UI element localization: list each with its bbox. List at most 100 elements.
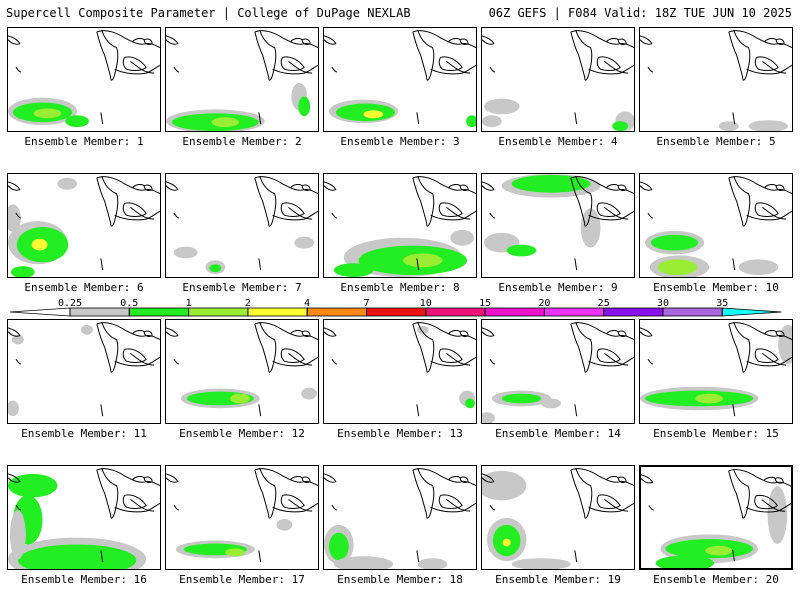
colorbar-segment: [662, 307, 723, 317]
scp-contour-fill: [482, 98, 634, 131]
ensemble-member-label: Ensemble Member: 19: [495, 573, 621, 586]
scp-contour-fill: [8, 97, 89, 128]
colorbar-left-tip: [10, 307, 71, 317]
ensemble-member-label: Ensemble Member: 16: [21, 573, 147, 586]
scp-contour-fill: [8, 324, 93, 417]
scp-contour-fill: [180, 387, 318, 409]
great-lakes-coastline: [641, 468, 791, 562]
scp-contour-fill: [718, 120, 789, 131]
ensemble-member-label: Ensemble Member: 13: [337, 427, 463, 440]
scp-contour-fill: [482, 470, 571, 569]
ensemble-member-map[interactable]: [323, 319, 477, 424]
colorbar-tick-label: 20: [538, 298, 550, 309]
ensemble-member-label: Ensemble Member: 12: [179, 427, 305, 440]
colorbar-tick-label: 0.5: [120, 298, 138, 309]
scp-contour-fill: [173, 236, 315, 275]
colorbar-segment: [306, 307, 367, 317]
ensemble-member-map[interactable]: [639, 465, 793, 570]
scp-contour-fill: [324, 524, 448, 569]
colorbar-tick-label: 15: [479, 298, 491, 309]
colorbar-tick-label: 0.25: [58, 298, 82, 309]
colorbar-tick-label: 35: [716, 298, 728, 309]
ensemble-member-label: Ensemble Member: 18: [337, 573, 463, 586]
scp-contour-fill: [8, 177, 78, 277]
colorbar-tick-label: 25: [598, 298, 610, 309]
ensemble-member-label: Ensemble Member: 20: [653, 573, 779, 586]
colorbar-segment: [188, 307, 249, 317]
great-lakes-coastline: [8, 175, 160, 271]
ensemble-member-map[interactable]: [323, 173, 477, 278]
great-lakes-coastline: [166, 29, 318, 125]
ensemble-member-label: Ensemble Member: 7: [182, 281, 302, 294]
great-lakes-coastline: [166, 175, 318, 271]
colorbar-segment: [247, 307, 308, 317]
scp-contour-fill: [175, 518, 293, 559]
ensemble-member-map[interactable]: [7, 27, 161, 132]
scp-contour-fill: [640, 324, 792, 411]
colorbar-segment: [425, 307, 486, 317]
ensemble-member-map[interactable]: [323, 465, 477, 570]
ensemble-member-map[interactable]: [165, 27, 319, 132]
colorbar-segment: [69, 307, 130, 317]
ensemble-member-map[interactable]: [639, 173, 793, 278]
ensemble-member-map[interactable]: [165, 173, 319, 278]
colorbar-tick-label: 4: [304, 298, 310, 309]
great-lakes-coastline: [482, 175, 634, 271]
ensemble-member-map[interactable]: [165, 319, 319, 424]
great-lakes-coastline: [482, 467, 634, 563]
ensemble-member-label: Ensemble Member: 14: [495, 427, 621, 440]
colorbar-tick-label: 1: [186, 298, 192, 309]
ensemble-member-label: Ensemble Member: 17: [179, 573, 305, 586]
color-scale-legend: 0.25 0.5 1 2 4 7 10 15 20 25 30 35: [10, 298, 782, 317]
scp-contour-fill: [328, 99, 476, 128]
ensemble-member-map[interactable]: [7, 173, 161, 278]
ensemble-member-map[interactable]: [639, 27, 793, 132]
great-lakes-coastline: [8, 321, 160, 417]
ensemble-member-label: Ensemble Member: 3: [340, 135, 460, 148]
colorbar-tick-label: 30: [657, 298, 669, 309]
page-title: Supercell Composite Parameter | College …: [6, 6, 411, 20]
scp-contour-fill: [166, 82, 311, 131]
ensemble-member-label: Ensemble Member: 11: [21, 427, 147, 440]
great-lakes-coastline: [166, 321, 318, 417]
scp-contour-fill: [333, 229, 475, 277]
great-lakes-coastline: [324, 321, 476, 417]
great-lakes-coastline: [482, 29, 634, 125]
scp-contour-fill: [644, 230, 779, 277]
ensemble-member-map[interactable]: [7, 465, 161, 570]
colorbar-tick-label: 2: [245, 298, 251, 309]
ensemble-member-label: Ensemble Member: 2: [182, 135, 302, 148]
colorbar-segment: [366, 307, 427, 317]
great-lakes-coastline: [8, 29, 160, 125]
ensemble-member-label: Ensemble Member: 8: [340, 281, 460, 294]
colorbar-segment: [603, 307, 664, 317]
colorbar-segment: [128, 307, 190, 317]
ensemble-member-map[interactable]: [481, 173, 635, 278]
ensemble-member-label: Ensemble Member: 10: [653, 281, 779, 294]
great-lakes-coastline: [324, 467, 476, 563]
ensemble-member-map[interactable]: [481, 465, 635, 570]
colorbar-tick-label: 10: [420, 298, 432, 309]
colorbar-segment: [544, 307, 605, 317]
great-lakes-coastline: [640, 321, 792, 417]
ensemble-member-label: Ensemble Member: 5: [656, 135, 776, 148]
ensemble-member-map[interactable]: [481, 27, 635, 132]
ensemble-member-label: Ensemble Member: 15: [653, 427, 779, 440]
ensemble-member-map[interactable]: [323, 27, 477, 132]
colorbar-tick-label: 7: [363, 298, 369, 309]
ensemble-member-label: Ensemble Member: 4: [498, 135, 618, 148]
scp-contour-fill: [416, 325, 476, 409]
scp-contour-fill: [655, 486, 788, 568]
ensemble-member-map[interactable]: [7, 319, 161, 424]
colorbar-segment: [721, 307, 782, 317]
ensemble-member-map[interactable]: [639, 319, 793, 424]
ensemble-member-label: Ensemble Member: 6: [24, 281, 144, 294]
ensemble-member-map[interactable]: [165, 465, 319, 570]
scp-contour-fill: [482, 390, 561, 423]
ensemble-member-map[interactable]: [481, 319, 635, 424]
ensemble-member-label: Ensemble Member: 1: [24, 135, 144, 148]
great-lakes-coastline: [166, 467, 318, 563]
scp-contour-fill: [8, 473, 147, 569]
great-lakes-coastline: [8, 467, 160, 563]
great-lakes-coastline: [640, 29, 792, 125]
